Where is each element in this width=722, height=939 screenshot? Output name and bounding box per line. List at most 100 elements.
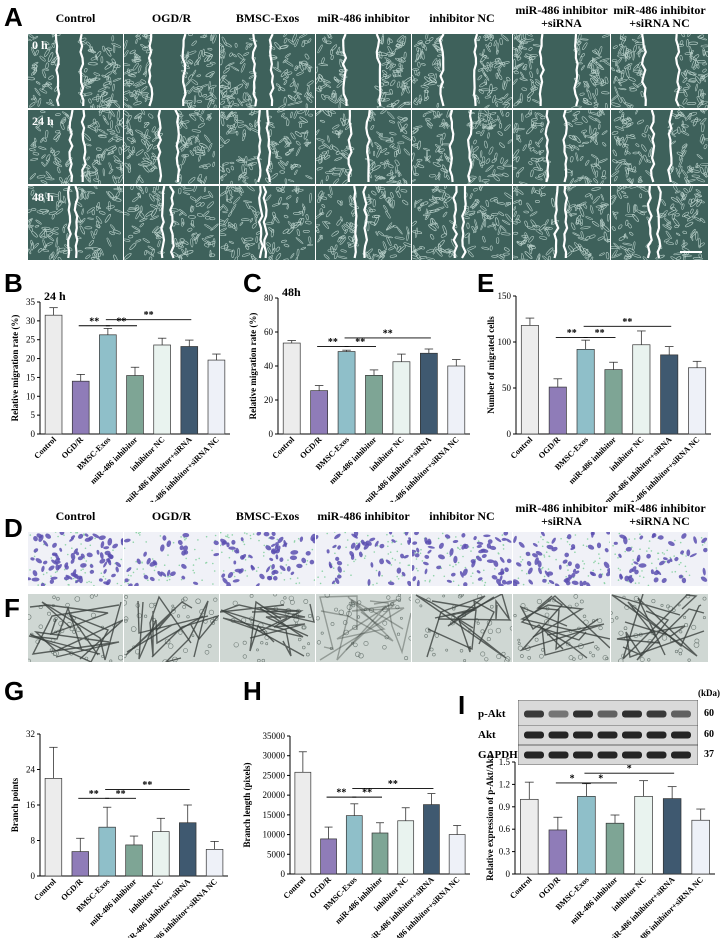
y-tick-label: 32 (26, 729, 35, 739)
bar (71, 380, 90, 435)
bar (99, 334, 117, 435)
y-tick-label: 15000 (263, 810, 286, 820)
bar (179, 822, 197, 877)
band-kda-0: 60 (704, 708, 714, 719)
bar (420, 352, 438, 435)
wound-image (412, 34, 512, 108)
bar (662, 798, 682, 875)
tube-image (412, 594, 512, 662)
wound-image (412, 186, 512, 260)
group-header-4: inhibitor NC (429, 11, 495, 25)
wound-image (124, 186, 219, 260)
significance-label: * (598, 773, 603, 784)
significance-label: ** (116, 316, 126, 327)
bar (520, 798, 539, 875)
group-header-0: Control (55, 11, 96, 25)
panel-label-i: I (458, 690, 466, 720)
band-kda-1: 60 (704, 729, 714, 740)
y-tick-label: 24 (26, 765, 36, 775)
tube-image (124, 594, 219, 662)
tube-image (220, 594, 315, 662)
wound-image (611, 110, 708, 184)
bar (548, 386, 567, 435)
y-axis-label: Branch points (10, 777, 20, 832)
wound-image (412, 110, 512, 184)
wound-image (28, 34, 123, 108)
category-label: Control (32, 435, 58, 461)
bar (371, 832, 389, 875)
timepoint-label: 0 h (32, 38, 48, 52)
category-label: miR-486 inhibitor (327, 435, 378, 486)
category-label: OGD/R (537, 875, 562, 900)
chart-i-pakt-akt: 0 0.3 0.6 0.9 1.2 1.5 Relative expression of p… (485, 755, 715, 938)
y-tick-label: 0.6 (499, 824, 511, 834)
bar (71, 851, 89, 877)
y-tick-label: 25000 (263, 770, 286, 780)
blot-strip (518, 700, 698, 728)
significance-label: ** (362, 788, 372, 799)
y-axis-label: Number of migrated cells (486, 316, 496, 414)
y-tick-label: 16 (26, 800, 36, 810)
bar (447, 365, 466, 435)
y-tick-label: 10 (26, 391, 36, 401)
y-tick-label: 0 (269, 429, 274, 439)
transwell-image (124, 532, 219, 586)
y-tick-label: 35 (26, 297, 36, 307)
y-tick-label: 40 (264, 361, 274, 371)
bar (605, 822, 625, 875)
significance-label: ** (383, 328, 393, 339)
y-tick-label: 10000 (263, 830, 286, 840)
y-tick-label: 0 (506, 869, 511, 879)
bar (44, 778, 63, 877)
transwell-image (412, 532, 512, 586)
group-header-1: OGD/R (151, 509, 192, 523)
y-tick-label: 50 (502, 383, 512, 393)
wound-image (220, 110, 315, 184)
y-tick-label: 0 (507, 429, 512, 439)
blot-strip (518, 725, 698, 745)
bar (205, 849, 224, 877)
y-tick-label: 25 (26, 335, 36, 345)
y-tick-label: 5000 (267, 849, 286, 859)
category-label: miR-486 inhibitor (333, 875, 384, 926)
y-tick-label: 0 (31, 871, 36, 881)
bar (392, 361, 411, 435)
category-label: miR-486 inhibitor (88, 435, 139, 486)
category-label: OGD/R (59, 877, 84, 902)
y-axis-label: Relative migration rate (%) (248, 313, 258, 420)
significance-label: ** (89, 316, 99, 327)
group-header-1: OGD/R (151, 11, 192, 25)
band-name-2: GAPDH (478, 749, 518, 761)
y-tick-label: 150 (498, 291, 512, 301)
bar (691, 819, 710, 875)
category-label: Control (509, 435, 535, 461)
bar (125, 844, 143, 877)
bar (207, 359, 226, 435)
y-tick-label: 30000 (263, 751, 286, 761)
category-label: Control (271, 435, 297, 461)
bar (548, 829, 568, 875)
bar (180, 346, 199, 435)
category-label: OGD/R (60, 435, 85, 460)
bar (397, 820, 415, 875)
category-label: miR-486 inhibitor (87, 877, 138, 928)
transwell-image (316, 532, 411, 586)
band-name-0: p-Akt (478, 708, 506, 720)
tube-image (611, 594, 708, 662)
band-kda-2: 37 (704, 749, 714, 760)
group-header-3: miR-486 inhibitor (317, 11, 410, 25)
bar (294, 771, 312, 875)
group-header-6: miR-486 inhibitor +siRNA NC (613, 501, 706, 528)
bar (448, 834, 466, 875)
bar (632, 344, 651, 435)
chart-b-migration-24h: 0 5 10 15 20 25 30 35 Relative migration rate (%… (10, 289, 230, 502)
blot-strip (518, 745, 698, 765)
bar (576, 349, 595, 435)
chart-title: 48h (282, 285, 301, 299)
timepoint-label: 24 h (32, 114, 54, 128)
bar (320, 838, 337, 875)
y-tick-label: 1.5 (499, 757, 511, 767)
chart-e-migrated-cells: 0 50 100 150 Number of migrated cells Control… (486, 291, 711, 502)
wound-image (124, 110, 219, 184)
y-tick-label: 20 (26, 354, 36, 364)
